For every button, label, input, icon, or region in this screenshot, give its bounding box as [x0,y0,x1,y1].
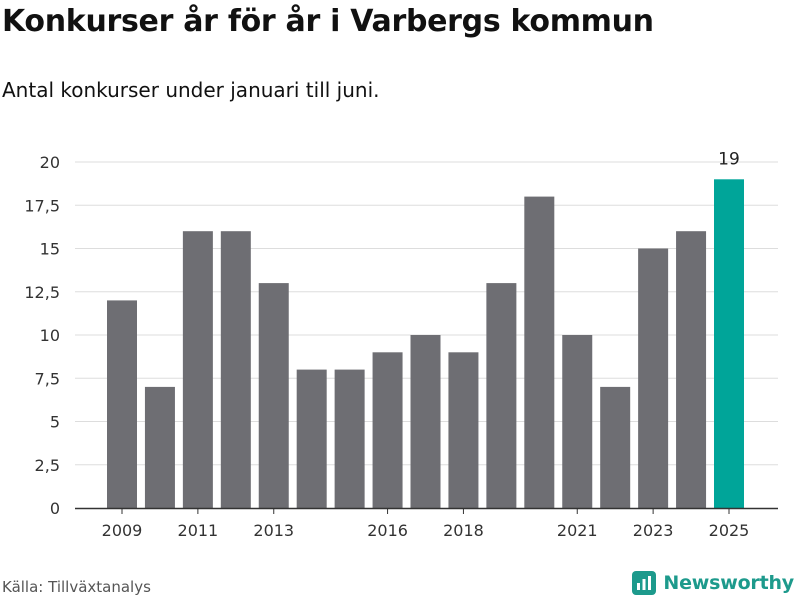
y-tick-label: 20 [40,153,60,172]
x-tick-label: 2009 [102,521,143,540]
y-tick-label: 5 [50,413,60,432]
bar-2013 [258,283,289,508]
bar-2024 [676,231,707,508]
y-tick-label: 15 [40,240,60,259]
y-tick-label: 2,5 [35,456,60,475]
bar-2023 [638,248,669,508]
bar-2010 [144,386,175,508]
bar-2018 [448,352,479,508]
source-note: Källa: Tillväxtanalys [2,578,151,596]
brand-name: Newsworthy [663,572,794,594]
x-tick-label: 2016 [367,521,408,540]
brand-logo: Newsworthy [631,570,794,596]
bar-2020 [524,196,555,508]
bar-2021 [562,335,593,508]
bar-2017 [410,335,441,508]
newsworthy-logo-icon [632,571,657,595]
bar-2016 [372,352,403,508]
y-tick-label: 10 [40,326,60,345]
bar-2009 [107,300,137,508]
x-tick-label: 2021 [557,521,598,540]
bar-2012 [220,231,251,508]
x-tick-label: 2023 [633,521,674,540]
chart-subtitle: Antal konkurser under januari till juni. [2,78,380,102]
x-tick-label: 2025 [709,521,750,540]
bar-2014 [296,369,327,508]
x-tick-label: 2011 [178,521,219,540]
bar-2011 [182,231,213,508]
x-tick-label: 2013 [253,521,294,540]
bar-2022 [600,386,631,508]
bar-2015 [334,369,365,508]
y-tick-label: 0 [50,499,60,518]
x-tick-label: 2018 [443,521,484,540]
y-tick-label: 7,5 [35,369,60,388]
y-tick-label: 17,5 [24,196,60,215]
chart-title: Konkurser år för år i Varbergs kommun [2,4,654,39]
bar-2025 [714,179,744,509]
y-tick-label: 12,5 [24,283,60,302]
highlight-value-label: 19 [718,149,740,169]
bar-2019 [486,283,517,508]
